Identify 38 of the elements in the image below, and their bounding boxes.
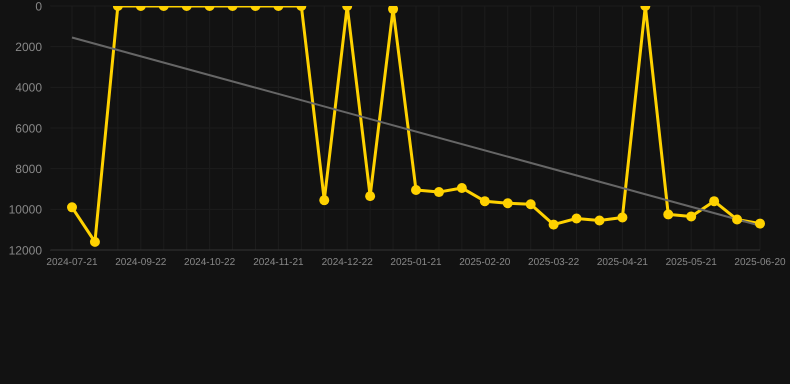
x-tick-label: 2025-01-21 — [390, 257, 442, 268]
point — [365, 191, 376, 202]
x-tick-label: 2025-02-20 — [459, 257, 511, 268]
point — [732, 214, 742, 224]
point — [67, 202, 77, 212]
y-tick-label: 4000 — [15, 80, 42, 95]
point — [456, 182, 467, 193]
point — [617, 212, 628, 222]
point — [90, 236, 100, 247]
point — [319, 195, 330, 206]
point — [548, 220, 559, 230]
point — [572, 213, 582, 224]
x-tick-label: 2025-04-21 — [596, 257, 648, 268]
point — [411, 185, 421, 196]
point — [594, 216, 604, 226]
x-tick-label: 2024-12-22 — [322, 257, 374, 268]
y-tick-label: 12000 — [8, 243, 42, 258]
point — [663, 209, 674, 220]
x-tick-label: 2025-06-20 — [734, 257, 786, 268]
point — [388, 6, 398, 14]
x-tick-label: 2025-05-21 — [666, 257, 718, 268]
x-tick-label: 2025-03-22 — [528, 257, 580, 268]
point — [755, 218, 765, 229]
point — [502, 198, 513, 208]
y-tick-label: 10000 — [8, 202, 42, 217]
y-tick-label: 0 — [35, 0, 42, 14]
x-tick-label: 2024-09-22 — [115, 257, 167, 268]
point — [526, 199, 536, 210]
point — [434, 187, 444, 198]
x-tick-label: 2024-10-22 — [184, 257, 236, 268]
y-tick-label: 2000 — [15, 40, 42, 54]
point — [686, 211, 696, 222]
point — [709, 196, 720, 206]
y-tick-label: 6000 — [15, 121, 42, 136]
x-tick-label: 2024-07-21 — [46, 257, 98, 268]
y-tick-label: 8000 — [15, 162, 42, 176]
x-tick-label: 2024-11-21 — [253, 257, 304, 268]
point — [480, 196, 490, 206]
